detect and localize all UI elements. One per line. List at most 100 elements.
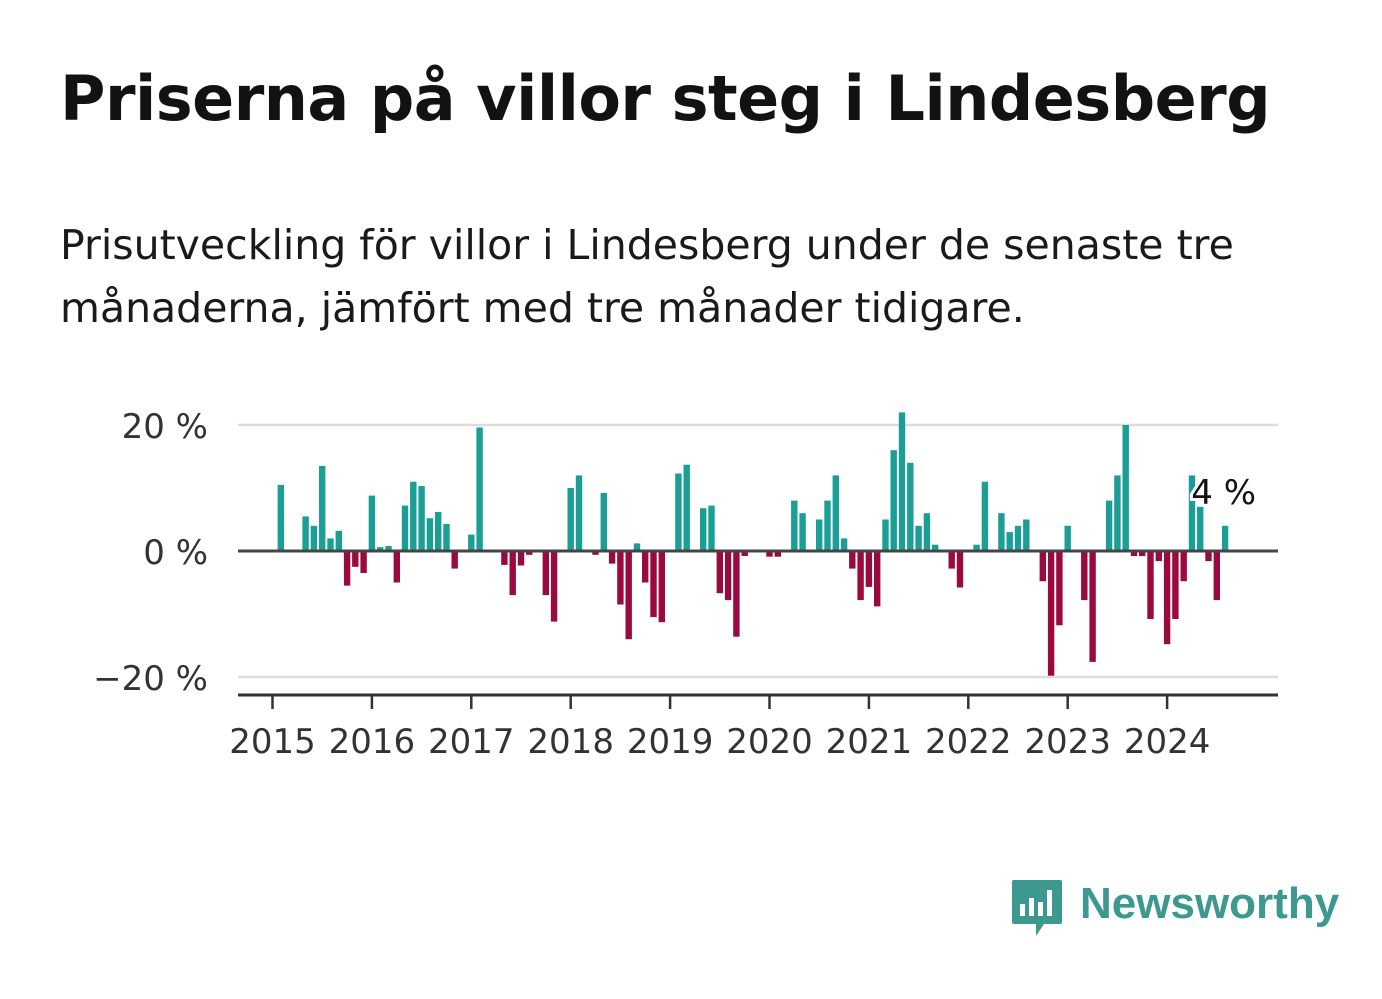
price-change-bar-chart: 20 % 0 % −20 % 2015 2016 2017 2018 2019 2020 202…: [93, 407, 1278, 762]
bar: [319, 465, 326, 551]
newsworthy-logo: Newsworthy: [1010, 878, 1339, 942]
bar: [824, 500, 831, 551]
bar: [617, 551, 624, 605]
bars: [277, 412, 1229, 676]
bar: [724, 551, 732, 601]
page-title: Priserna på villor steg i Lindesberg: [60, 62, 1271, 135]
bar: [542, 551, 549, 596]
bar: [1130, 551, 1138, 556]
bar: [1114, 475, 1121, 551]
bar: [592, 551, 599, 555]
bar: [1023, 519, 1030, 551]
bar: [385, 546, 392, 551]
bar: [360, 551, 367, 573]
bar: [650, 551, 657, 618]
bar: [1139, 551, 1146, 556]
x-tick-label: 2017: [428, 722, 515, 762]
bar: [907, 462, 914, 551]
bar: [799, 513, 806, 551]
bar: [1163, 551, 1171, 645]
bar: [1197, 506, 1204, 551]
bar: [874, 551, 881, 607]
annotation-label: 4 %: [1191, 473, 1256, 513]
bar: [1205, 551, 1212, 562]
chart-bubble-icon: [1012, 880, 1062, 936]
bar: [774, 551, 781, 557]
bar: [857, 551, 864, 601]
x-tick-label: 2020: [726, 722, 813, 762]
bar: [1213, 551, 1220, 601]
bar: [451, 551, 458, 569]
x-tick-label: 2023: [1024, 722, 1111, 762]
bar: [816, 519, 823, 551]
bar: [1047, 551, 1055, 676]
bar: [865, 551, 873, 587]
bar: [923, 513, 931, 551]
y-tick-label: 0 %: [143, 533, 208, 573]
bar: [840, 538, 848, 551]
bar: [882, 519, 889, 551]
x-tick-label: 2021: [826, 722, 913, 762]
bar: [956, 551, 964, 588]
bar: [608, 551, 616, 564]
y-tick-label: −20 %: [93, 659, 208, 699]
bar: [401, 505, 409, 551]
bar: [509, 551, 516, 596]
bar: [716, 551, 723, 594]
bar: [791, 500, 798, 551]
bar: [393, 551, 400, 583]
bar: [766, 551, 773, 557]
bar: [327, 538, 334, 551]
bar: [973, 544, 980, 551]
x-tick-label: 2022: [925, 722, 1012, 762]
bar: [1105, 500, 1113, 551]
bar: [733, 551, 740, 637]
bar: [1155, 551, 1162, 562]
bar: [675, 473, 682, 551]
bar: [832, 475, 839, 551]
bar: [998, 513, 1005, 551]
bar: [435, 511, 442, 551]
bar: [625, 551, 632, 640]
bar: [410, 481, 417, 551]
bar: [1180, 551, 1187, 582]
x-tick-label: 2016: [329, 722, 416, 762]
bar: [567, 488, 574, 551]
bar: [1122, 425, 1129, 551]
bar: [600, 493, 607, 551]
bar: [1221, 525, 1229, 551]
bar: [1172, 551, 1179, 619]
bar: [550, 551, 558, 622]
bar: [526, 551, 533, 555]
bar: [1081, 551, 1088, 601]
bar: [708, 505, 715, 551]
bar: [443, 523, 450, 551]
y-gridlines: [238, 423, 1278, 679]
bar: [700, 508, 707, 551]
y-axis-tick-labels: 20 % 0 % −20 %: [93, 407, 208, 699]
bar: [476, 427, 483, 551]
bar: [368, 495, 376, 551]
bar: [1039, 551, 1046, 582]
bar: [1014, 525, 1022, 551]
bar: [1188, 475, 1196, 551]
bar: [1089, 551, 1096, 662]
bar: [277, 484, 284, 551]
bar: [426, 518, 434, 551]
x-tick-label: 2015: [229, 722, 316, 762]
bar: [352, 551, 359, 567]
bar: [575, 475, 583, 551]
last-value-annotation: 4 %: [1188, 470, 1259, 516]
bar: [517, 551, 525, 566]
x-tick-label: 2024: [1124, 722, 1211, 762]
x-axis: 2015 2016 2017 2018 2019 2020 2021 2022 2023 2024: [229, 693, 1278, 762]
bar: [642, 551, 649, 583]
bar: [948, 551, 955, 569]
bar: [1056, 551, 1063, 626]
bar: [343, 551, 351, 586]
bar: [898, 412, 906, 551]
logo-wordmark: Newsworthy: [1080, 879, 1340, 928]
bar: [1064, 525, 1071, 551]
bar: [1147, 551, 1154, 619]
bar: [418, 486, 425, 551]
